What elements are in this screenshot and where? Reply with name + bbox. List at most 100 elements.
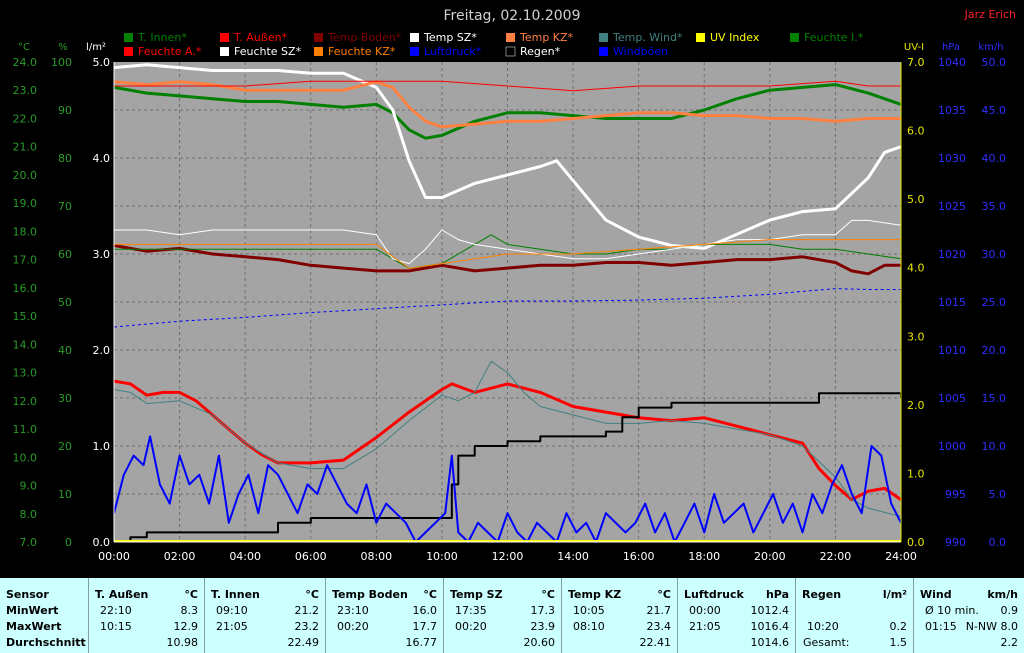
stats-min-value: 16.0: [412, 604, 438, 617]
tick-label-temp: 10.0: [13, 451, 38, 464]
tick-label-temp: 13.0: [13, 367, 38, 380]
legend-swatch-11: [410, 47, 419, 56]
stats-separator: [795, 578, 796, 653]
legend-label-13: Windböen: [613, 45, 668, 58]
stats-sensor-column: Sensor MinWert MaxWert Durchschnitt: [0, 578, 88, 653]
tick-label-uv: 2.0: [907, 399, 925, 412]
legend-swatch-4: [506, 33, 515, 42]
x-tick-label: 18:00: [688, 550, 720, 563]
series-line-7: [114, 80, 901, 92]
stats-min-time: 22:10: [100, 604, 132, 617]
tick-label-hum: 90: [58, 104, 72, 117]
axis-unit-hum: %: [58, 42, 68, 53]
tick-label-rain: 3.0: [93, 248, 111, 261]
legend-swatch-0: [124, 33, 133, 42]
stats-avg-value: 1014.6: [750, 636, 790, 649]
tick-label-press: 1010: [938, 344, 966, 357]
legend-label-7: Feuchte I.*: [804, 31, 864, 44]
legend-label-4: Temp KZ*: [519, 31, 574, 44]
stats-separator: [913, 578, 914, 653]
series-line-1: [113, 379, 902, 502]
x-tick-label: 24:00: [885, 550, 917, 563]
stats-avg-value: 22.41: [639, 636, 672, 649]
x-tick-label: 04:00: [229, 550, 261, 563]
tick-label-press: 995: [945, 488, 966, 501]
stats-column-unit: hPa: [765, 588, 789, 601]
tick-label-wind: 30.0: [982, 248, 1007, 261]
tick-label-press: 1000: [938, 440, 966, 453]
tick-label-press: 1035: [938, 104, 966, 117]
stats-column-name: Temp SZ: [450, 588, 503, 601]
tick-label-uv: 3.0: [907, 330, 925, 343]
legend-label-1: T. Außen*: [233, 31, 288, 44]
series-layer: [113, 63, 902, 543]
stats-max-time: 21:05: [216, 620, 248, 633]
tick-label-wind: 5.0: [989, 488, 1007, 501]
series-line-9: [114, 239, 901, 269]
stats-column-0: T. Außen °C 22:10 8.3 10:15 12.9 10.98: [88, 578, 204, 653]
stats-min-time: 10:05: [573, 604, 605, 617]
axes-layer: °C 7.0 8.0 9.0 10.0 11.0 12.0 13.0 14.0 15.0 16.0 1…: [13, 42, 1007, 563]
series-line-8: [114, 219, 902, 265]
legend-swatch-7: [790, 33, 799, 42]
stats-row-avg: Durchschnitt: [6, 636, 86, 649]
legend-label-11: Luftdruck*: [424, 45, 482, 58]
stats-row-min: MinWert: [6, 604, 59, 617]
stats-min-value: 21.2: [294, 604, 320, 617]
tick-label-temp: 19.0: [13, 197, 38, 210]
tick-label-temp: 18.0: [13, 225, 38, 238]
tick-label-temp: 15.0: [13, 310, 38, 323]
axis-unit-uv: UV-I: [904, 42, 924, 53]
tick-label-temp: 22.0: [13, 112, 38, 125]
axis-unit-temp: °C: [18, 42, 30, 53]
stats-max-value: 23.2: [294, 620, 320, 633]
legend-label-2: Temp Boden*: [327, 31, 402, 44]
stats-max-time: 08:10: [573, 620, 605, 633]
tick-label-hum: 40: [58, 344, 72, 357]
tick-label-press: 990: [945, 536, 966, 549]
legend-label-3: Temp SZ*: [423, 31, 477, 44]
stats-separator: [443, 578, 444, 653]
stats-max-time: 10:20: [807, 620, 839, 633]
stats-column-3: Temp SZ °C 17:35 17.3 00:20 23.9 20.60: [443, 578, 561, 653]
legend-swatch-6: [696, 33, 705, 42]
legend-swatch-10: [314, 47, 323, 56]
tick-label-press: 1030: [938, 152, 966, 165]
stats-column-name: Wind: [920, 588, 952, 601]
tick-label-hum: 10: [58, 488, 72, 501]
stats-max-value: 23.4: [646, 620, 672, 633]
stats-max-time: 01:15: [925, 620, 957, 633]
tick-label-wind: 50.0: [982, 56, 1007, 69]
legend-swatch-9: [220, 47, 229, 56]
series-line-6: [114, 234, 902, 269]
stats-column-name: Temp KZ: [568, 588, 622, 601]
tick-label-wind: 25.0: [982, 296, 1007, 309]
stats-column-5: Luftdruck hPa 00:00 1012.4 21:05 1016.4 1014.6: [677, 578, 795, 653]
stats-avg-value: 16.77: [405, 636, 438, 649]
x-tick-label: 16:00: [623, 550, 655, 563]
stats-column-6: Regen l/m² 10:20 0.2 Gesamt: 1.5: [795, 578, 913, 653]
series-line-3: [113, 63, 902, 250]
x-tick-label: 06:00: [295, 550, 327, 563]
legend-swatch-13: [599, 47, 608, 56]
stats-max-value: 12.9: [173, 620, 199, 633]
stats-column-unit: km/h: [987, 588, 1018, 601]
stats-avg-value: 20.60: [523, 636, 556, 649]
x-tick-label: 00:00: [98, 550, 130, 563]
series-line-2: [113, 244, 901, 276]
stats-column-unit: °C: [541, 588, 555, 601]
tick-label-wind: 10.0: [982, 440, 1007, 453]
tick-label-uv: 4.0: [907, 262, 925, 275]
legend-swatch-3: [410, 33, 419, 42]
stats-max-time: 10:15: [100, 620, 132, 633]
tick-label-temp: 14.0: [13, 338, 38, 351]
stats-separator: [325, 578, 326, 653]
legend-label-6: UV Index: [710, 31, 760, 44]
tick-label-press: 1040: [938, 56, 966, 69]
stats-max-time: 00:20: [455, 620, 487, 633]
tick-label-hum: 20: [58, 440, 72, 453]
tick-label-press: 1015: [938, 296, 966, 309]
tick-label-uv: 1.0: [907, 467, 925, 480]
tick-label-press: 1025: [938, 200, 966, 213]
tick-label-hum: 0: [65, 536, 72, 549]
